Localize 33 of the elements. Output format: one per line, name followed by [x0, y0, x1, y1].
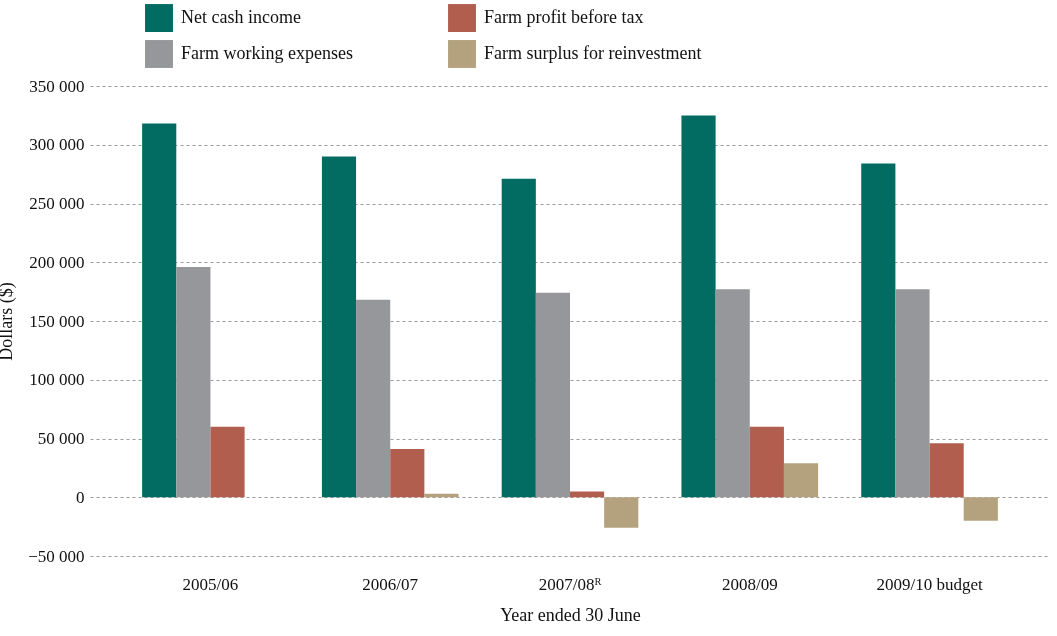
bar	[604, 497, 639, 528]
bar	[390, 449, 425, 498]
x-tick-label: 2008/09	[721, 574, 778, 594]
y-axis-title: Dollars ($)	[0, 282, 18, 361]
legend-label: Farm working expenses	[181, 43, 353, 63]
legend-label: Net cash income	[181, 7, 301, 28]
bar	[570, 491, 605, 498]
bar	[861, 163, 896, 498]
bar	[210, 426, 245, 498]
bar	[783, 463, 819, 498]
x-axis-title: Year ended 30 June	[500, 604, 641, 625]
y-tick-label: 50 000	[37, 429, 85, 448]
bar	[501, 178, 536, 498]
x-tick-label: 2005/06	[182, 574, 239, 594]
x-tick-label: 2009/10 budget	[876, 574, 983, 594]
bar	[749, 426, 784, 498]
y-tick-label: 300 000	[29, 135, 85, 155]
x-tick-label: 2007/08ᴿ	[538, 574, 602, 594]
legend-label: Farm profit before tax	[484, 7, 644, 28]
bar	[681, 115, 716, 498]
y-tick-label: 350 000	[29, 76, 85, 96]
y-tick-label: 200 000	[29, 252, 85, 272]
y-tick-label: 250 000	[29, 194, 85, 213]
y-tick-label: 100 000	[29, 370, 85, 390]
bar	[321, 156, 357, 498]
x-tick-label: 2006/07	[362, 574, 419, 594]
legend-label: Farm surplus for reinvestment	[484, 43, 702, 63]
y-tick-label: −50 000	[28, 546, 85, 566]
y-tick-label: 150 000	[29, 311, 85, 331]
y-tick-label: 0	[76, 487, 85, 507]
bar	[929, 443, 964, 498]
bar	[142, 123, 177, 498]
bar	[963, 497, 998, 521]
